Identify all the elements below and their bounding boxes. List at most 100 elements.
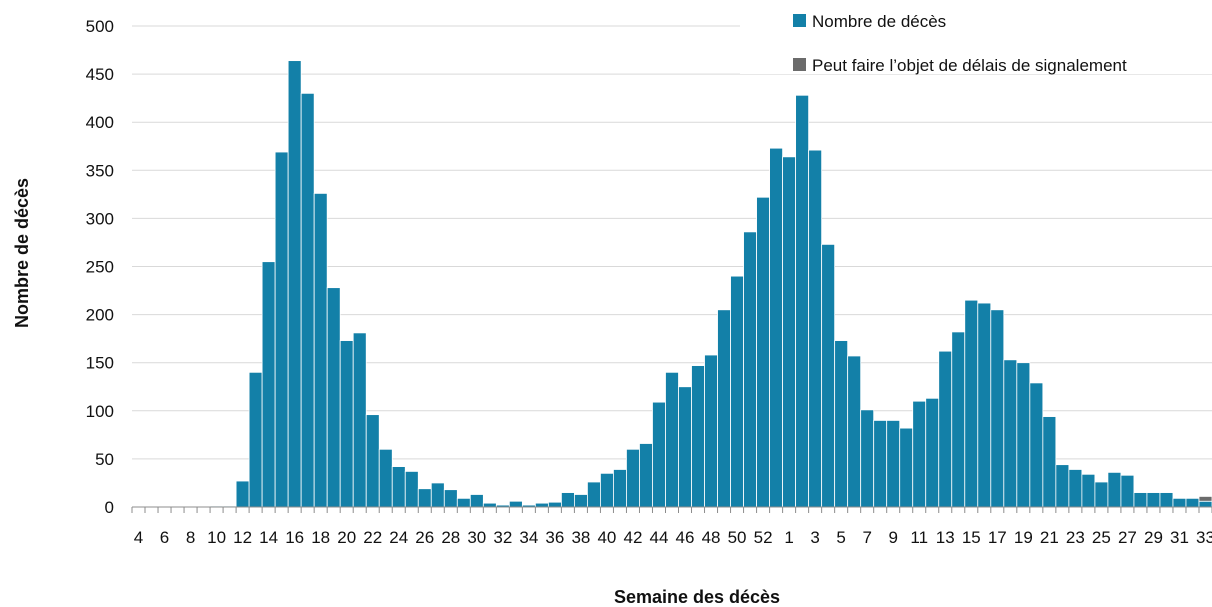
x-tick-label: 28 xyxy=(441,528,460,547)
x-tick-label: 11 xyxy=(910,528,928,547)
x-tick-label: 3 xyxy=(810,528,819,547)
bar-deaths xyxy=(1055,464,1070,508)
bar-deaths xyxy=(1016,362,1031,508)
bar-deaths xyxy=(482,502,497,508)
bar-deaths xyxy=(782,156,797,508)
legend-label-reporting-delay: Peut faire l’objet de délais de signalem… xyxy=(812,56,1127,75)
bar-deaths xyxy=(821,243,836,508)
x-tick-label: 40 xyxy=(597,528,616,547)
bar-deaths xyxy=(886,420,901,508)
bar-deaths xyxy=(977,302,992,508)
bar-deaths xyxy=(847,355,862,508)
legend-swatch-deaths xyxy=(793,14,806,27)
bar-deaths xyxy=(1081,473,1096,508)
x-tick-label: 4 xyxy=(134,528,143,547)
bar-deaths xyxy=(300,92,315,508)
x-tick-label: 16 xyxy=(285,528,304,547)
x-tick-label: 52 xyxy=(754,528,773,547)
bar-deaths xyxy=(1003,359,1018,508)
y-tick-label: 100 xyxy=(86,402,114,421)
x-tick-label: 7 xyxy=(862,528,871,547)
bar-deaths xyxy=(938,350,953,508)
bar-deaths xyxy=(1198,500,1212,508)
x-tick-label: 6 xyxy=(160,528,169,547)
x-tick-label: 50 xyxy=(728,528,747,547)
bar-deaths xyxy=(1094,481,1109,508)
legend-background xyxy=(740,0,1212,74)
x-tick-label: 44 xyxy=(650,528,669,547)
bar-deaths xyxy=(508,500,523,508)
y-tick-label: 300 xyxy=(86,209,114,228)
y-tick-label: 50 xyxy=(95,450,114,469)
bar-deaths xyxy=(899,427,914,508)
x-tick-label: 1 xyxy=(784,528,793,547)
x-tick-label: 36 xyxy=(545,528,564,547)
x-tick-label: 21 xyxy=(1040,528,1059,547)
bar-deaths xyxy=(404,471,419,508)
x-tick-label: 14 xyxy=(259,528,278,547)
x-tick-label: 24 xyxy=(389,528,408,547)
y-tick-label: 0 xyxy=(105,498,114,517)
legend: Nombre de décès Peut faire l’objet de dé… xyxy=(740,0,1212,75)
bar-deaths xyxy=(1185,497,1200,508)
bar-deaths xyxy=(274,151,289,508)
bar-deaths xyxy=(808,149,823,508)
x-tick-label: 33 xyxy=(1196,528,1212,547)
y-tick-label: 350 xyxy=(86,161,114,180)
bar-deaths xyxy=(339,340,354,508)
bar-deaths xyxy=(417,488,432,508)
bar-deaths xyxy=(964,299,979,508)
bar-deaths xyxy=(534,502,549,508)
y-tick-label: 250 xyxy=(86,258,114,277)
bar-deaths xyxy=(313,192,328,508)
bar-deaths xyxy=(743,231,757,508)
x-tick-label: 26 xyxy=(415,528,434,547)
x-tick-label: 18 xyxy=(311,528,330,547)
bar-deaths xyxy=(769,147,784,508)
x-tick-label: 27 xyxy=(1118,528,1137,547)
x-tick-label: 15 xyxy=(962,528,981,547)
bar-deaths xyxy=(795,94,810,508)
x-tick-label: 20 xyxy=(337,528,356,547)
bar-deaths xyxy=(1159,492,1174,508)
bar-deaths xyxy=(378,448,393,508)
bar-deaths xyxy=(430,482,445,508)
bar-deaths xyxy=(391,466,406,508)
bar-deaths xyxy=(365,414,380,508)
bar-deaths xyxy=(626,448,640,508)
y-tick-label: 400 xyxy=(86,113,114,132)
y-tick-label: 500 xyxy=(86,17,114,36)
x-axis-title: Semaine des décès xyxy=(614,587,780,607)
y-axis-title: Nombre de décès xyxy=(12,178,32,328)
bar-reporting-delay xyxy=(1198,496,1212,502)
x-tick-label: 9 xyxy=(888,528,897,547)
bar-deaths xyxy=(912,400,927,508)
x-tick-label: 30 xyxy=(467,528,486,547)
x-tick-label: 32 xyxy=(493,528,512,547)
bar-deaths xyxy=(1068,469,1083,508)
bar-deaths xyxy=(287,60,302,508)
x-tick-label: 34 xyxy=(519,528,538,547)
bar-deaths xyxy=(574,494,588,508)
bar-deaths xyxy=(951,331,966,508)
x-tick-label: 42 xyxy=(624,528,643,547)
bar-deaths xyxy=(600,472,614,508)
bar-deaths xyxy=(456,497,471,508)
bar-deaths xyxy=(665,371,679,508)
x-axis-tick-labels: 4 6 8 10 12 14 16 18 20 22 24 26 28 30 32 34 36 38 40 42 44 4… xyxy=(134,528,1212,547)
y-tick-label: 450 xyxy=(86,65,114,84)
bar-deaths xyxy=(547,501,562,508)
y-tick-label: 200 xyxy=(86,306,114,325)
x-tick-label: 5 xyxy=(836,528,845,547)
bar-deaths xyxy=(834,340,849,508)
bar-deaths xyxy=(1172,497,1187,508)
x-tick-label: 31 xyxy=(1170,528,1189,547)
bar-deaths xyxy=(248,371,263,508)
bar-deaths xyxy=(1133,492,1148,508)
x-tick-label: 8 xyxy=(186,528,195,547)
bar-deaths xyxy=(691,365,705,508)
bars xyxy=(209,60,1212,508)
x-tick-label: 38 xyxy=(571,528,590,547)
bar-deaths xyxy=(261,261,276,508)
